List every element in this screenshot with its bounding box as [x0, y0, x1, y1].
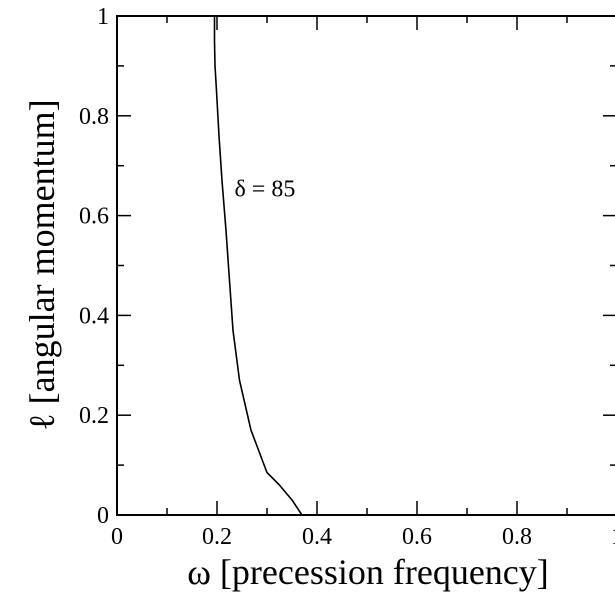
minor-ticks: [117, 16, 615, 515]
series-line-0: [213, 16, 303, 516]
x-tick-label: 0: [111, 524, 123, 550]
y-tick-label: 0.4: [79, 303, 109, 329]
y-tick-label: 0.6: [79, 204, 109, 230]
y-tick-label: 0: [97, 503, 109, 529]
y-tick-label: 0.8: [79, 104, 109, 130]
series-layer: [213, 16, 303, 516]
annotation-delta: δ = 85: [235, 177, 296, 203]
y-tick-label: 0.2: [79, 403, 109, 429]
plot-area: [116, 15, 615, 516]
y-tick-label: 1: [97, 4, 109, 30]
x-tick-label: 0.4: [302, 524, 332, 550]
x-tick-label: 0.2: [202, 524, 232, 550]
x-axis-title: ω [precession frequency]: [187, 552, 549, 592]
annotations: δ = 85: [235, 177, 296, 203]
x-tick-label: 0.8: [502, 524, 532, 550]
x-tick-label: 0.6: [402, 524, 432, 550]
y-axis-title: ℓ [angular momentum]: [22, 99, 62, 430]
major-ticks: [116, 15, 615, 516]
plot-border: [116, 15, 615, 516]
y-tick-labels: 0 0.2 0.4 0.6 0.8 1: [79, 4, 109, 529]
x-tick-label: 1: [611, 524, 615, 550]
x-tick-labels: 0 0.2 0.4 0.6 0.8 1: [111, 524, 615, 550]
